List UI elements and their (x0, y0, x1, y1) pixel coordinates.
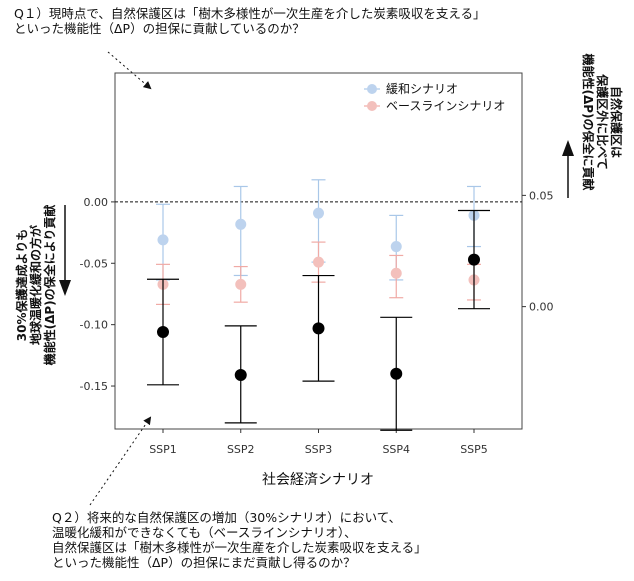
right-tick-label: 0.05 (529, 189, 554, 202)
difference-point (157, 326, 169, 339)
legend-mitigation-label: 緩和シナリオ (386, 82, 458, 96)
q2-pointer-line (89, 416, 152, 506)
left-tick-label: -0.10 (80, 319, 108, 332)
legend-baseline-label: ベースラインシナリオ (386, 99, 505, 113)
baseline-point (235, 278, 247, 290)
question-2-line-3: 自然保護区は「樹木多様性が一次生産を介した炭素吸収を支える」 (52, 540, 427, 555)
question-1: Q１）現時点で、自然保護区は「樹木多様性が一次生産を介した炭素吸収を支える」 と… (14, 6, 485, 36)
difference-point (234, 368, 247, 381)
legend-baseline-marker (367, 101, 377, 111)
x-tick-label: SSP3 (305, 443, 333, 456)
right-side-note: 自然保護区は 保護区外に比べて 機能性(ΔP)の保全に貢献 (581, 53, 624, 190)
left-tick-label: -0.05 (80, 257, 108, 270)
data-marks (147, 179, 490, 431)
x-tick-label: SSP2 (227, 443, 255, 456)
question-2-line-1: Q２）将来的な自然保護区の増加（30%シナリオ）において、 (52, 510, 402, 525)
mitigation-point (390, 241, 402, 253)
right-note-line-2: 保護区外に比べて (595, 73, 610, 170)
question-1-line-1: Q１）現時点で、自然保護区は「樹木多様性が一次生産を介した炭素吸収を支える」 (14, 6, 486, 21)
right-note-line-3: 機能性(ΔP)の保全に貢献 (581, 53, 596, 190)
mitigation-point (235, 218, 247, 230)
legend-mitigation-marker (367, 84, 377, 94)
difference-point (312, 322, 325, 335)
right-note-line-1: 自然保護区は (609, 86, 624, 158)
x-tick-label: SSP1 (149, 443, 177, 456)
difference-point (468, 253, 480, 266)
up-arrow-icon (562, 140, 574, 198)
x-axis-label: 社会経済シナリオ (262, 472, 374, 488)
question-1-line-2: といった機能性（ΔP）の担保に貢献しているのか？ (14, 21, 305, 36)
left-note-line-3: 機能性(ΔP)の保全により貢献 (42, 205, 57, 366)
mitigation-point (157, 234, 169, 246)
legend: 緩和シナリオ ベースラインシナリオ (364, 82, 505, 113)
question-2-line-4: といった機能性（ΔP）の担保にまだ貢献し得るのか？ (52, 555, 356, 570)
baseline-point (390, 267, 402, 279)
x-tick-label: SSP4 (382, 443, 410, 456)
x-axis-ticks: SSP1 SSP2 SSP3 SSP4 SSP5 (149, 429, 488, 456)
question-2: Q２）将来的な自然保護区の増加（30%シナリオ）において、 温暖化緩和ができなく… (52, 510, 427, 570)
difference-point (390, 367, 403, 380)
baseline-point (313, 256, 324, 268)
x-tick-label: SSP5 (460, 443, 488, 456)
left-side-note: 30%保護達成よりも 地球温暖化緩和の方が 機能性(ΔP)の保全により貢献 (14, 205, 57, 366)
mitigation-point (313, 207, 324, 219)
q1-pointer-line (107, 51, 152, 90)
left-tick-label: 0.00 (84, 196, 109, 209)
right-axis-ticks: 0.00 0.05 (522, 189, 554, 314)
down-arrow-icon (59, 205, 71, 296)
left-note-line-2: 地球温暖化緩和の方が (28, 225, 43, 345)
left-axis-ticks: 0.00 -0.05 -0.10 -0.15 (80, 196, 115, 393)
right-tick-label: 0.00 (529, 301, 554, 314)
left-tick-label: -0.15 (80, 380, 108, 393)
question-2-line-2: 温暖化緩和ができなくても（ベースラインシナリオ）、 (52, 525, 357, 540)
left-note-line-1: 30%保護達成よりも (14, 229, 29, 341)
